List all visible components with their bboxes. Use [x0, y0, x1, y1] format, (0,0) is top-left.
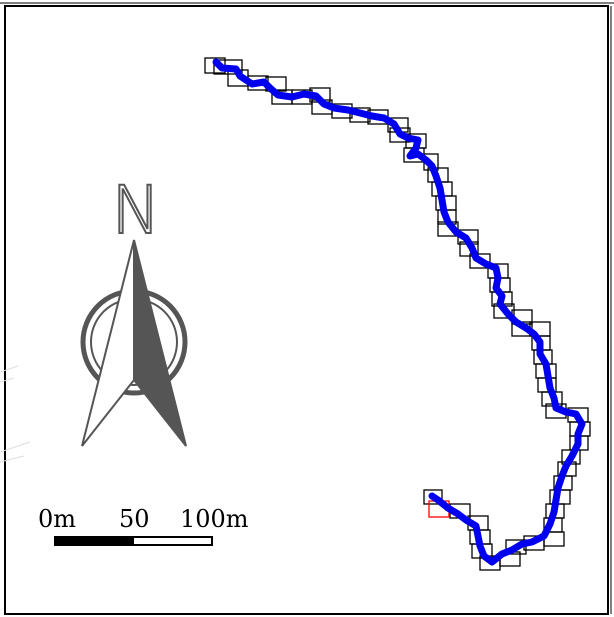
grid-box — [423, 489, 443, 505]
watermark-marks — [0, 365, 31, 463]
north-arrow: N — [80, 171, 188, 447]
scale-label-0: 0m — [38, 505, 76, 533]
north-label: N — [111, 172, 160, 249]
grid-box — [505, 539, 527, 555]
grid-box — [479, 555, 501, 571]
grid-box — [469, 253, 491, 269]
scale-bar-filled-segment — [55, 537, 134, 545]
scale-label-100: 100m — [180, 505, 249, 533]
gps-track-line — [212, 58, 586, 566]
scale-bar: 0m 50 100m — [38, 505, 249, 546]
scale-label-50: 50 — [119, 505, 150, 533]
compass-needle-dark — [133, 239, 187, 447]
